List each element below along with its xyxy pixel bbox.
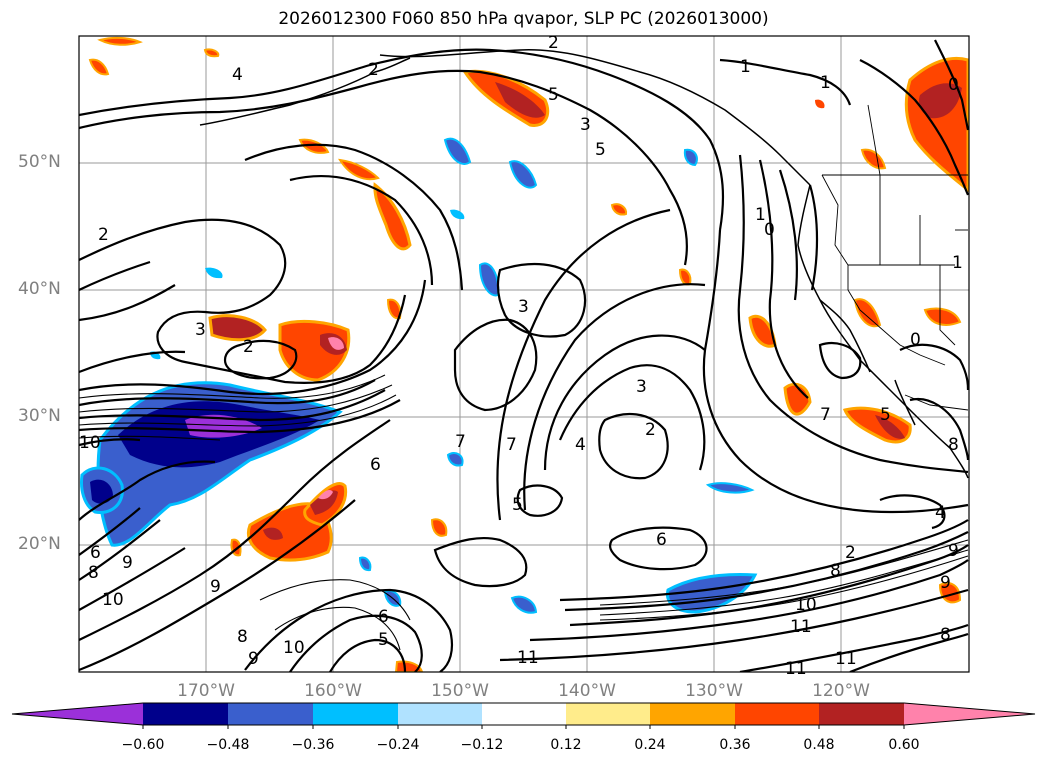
colorbar-segment — [735, 703, 819, 725]
contour-label: 8 — [88, 563, 99, 583]
latitude-label: 50°N — [18, 152, 61, 172]
latitude-label: 20°N — [18, 534, 61, 554]
contour-label: 1 — [952, 253, 963, 273]
colorbar-tick-label: −0.60 — [121, 737, 165, 753]
contour-label: 7 — [506, 435, 517, 455]
contour-label: 4 — [575, 435, 586, 455]
contour-label: 4 — [935, 503, 946, 523]
contour-label: 7 — [820, 405, 831, 425]
contour-label: 5 — [595, 140, 606, 160]
contour-label: 9 — [248, 649, 259, 669]
contour-label: 3 — [518, 297, 529, 317]
colorbar — [11, 702, 1036, 729]
contour-label: 0 — [764, 220, 775, 240]
colorbar-segment — [313, 703, 398, 725]
colorbar-tick-label: 0.36 — [719, 737, 751, 753]
colorbar-segment — [650, 703, 735, 725]
colorbar-segment — [398, 703, 482, 725]
contour-label: 1 — [820, 73, 831, 93]
contour-label: 6 — [90, 543, 101, 563]
contour-label: 11 — [785, 659, 807, 679]
contour-label: 2 — [98, 225, 109, 245]
colorbar-tick-marks — [142, 725, 905, 729]
contour-label: 9 — [948, 541, 959, 561]
contour-label: 10 — [795, 595, 817, 615]
longitude-label: 120°W — [812, 681, 870, 701]
contour-label: 11 — [517, 648, 539, 668]
colorbar-tick-label: −0.36 — [291, 737, 335, 753]
contour-label: 2 — [645, 420, 656, 440]
plot-frame — [78, 35, 970, 673]
contour-label: 10 — [283, 638, 305, 658]
colorbar-segment — [482, 703, 566, 725]
contour-label: 10 — [102, 590, 124, 610]
contour-label: 3 — [580, 115, 591, 135]
colorbar-tick-label: 0.60 — [888, 737, 920, 753]
contour-label: 5 — [512, 495, 523, 515]
colorbar-segment — [143, 703, 228, 725]
contour-label: 6 — [378, 607, 389, 627]
colorbar-extend-max — [904, 703, 1035, 725]
contour-label: 6 — [370, 455, 381, 475]
colorbar-tick-label: 0.12 — [550, 737, 582, 753]
contour-label: 1 — [755, 205, 766, 225]
longitude-label: 160°W — [304, 681, 362, 701]
longitude-label: 140°W — [558, 681, 616, 701]
contour-label: 8 — [940, 625, 951, 645]
map-title: 2026012300 F060 850 hPa qvapor, SLP PC (… — [278, 9, 769, 29]
contour-label: 0 — [948, 75, 959, 95]
longitude-label: 170°W — [177, 681, 235, 701]
slp-contours — [79, 39, 969, 672]
contour-label: 2 — [548, 33, 559, 53]
contour-label: 8 — [830, 561, 841, 581]
colorbar-segment — [566, 703, 650, 725]
colorbar-tick-label: −0.24 — [376, 737, 420, 753]
contour-label: 9 — [122, 553, 133, 573]
slp-contours-thin — [79, 374, 969, 651]
contour-label: 1 — [740, 57, 751, 77]
contour-label: 8 — [237, 627, 248, 647]
contour-label: 0 — [910, 330, 921, 350]
contour-label: 3 — [636, 377, 647, 397]
contour-label: 5 — [378, 630, 389, 650]
colorbar-segment — [819, 703, 904, 725]
latitude-label: 40°N — [18, 279, 61, 299]
contour-labels: 2 4 5 5 2 3 2 3 6 10 6 8 9 10 9 8 9 6 5 … — [79, 33, 963, 679]
contour-label: 2 — [845, 543, 856, 563]
colorbar-tick-label: 0.48 — [803, 737, 835, 753]
contour-label: 2 — [243, 337, 254, 357]
colorbar-segment — [228, 703, 313, 725]
contour-label: 8 — [948, 435, 959, 455]
contour-label: 4 — [232, 65, 243, 85]
contour-label: 6 — [656, 530, 667, 550]
colorbar-tick-label: −0.48 — [206, 737, 250, 753]
colorbar-extend-min — [12, 703, 143, 725]
contour-label: 10 — [79, 433, 101, 453]
contour-label: 5 — [548, 85, 559, 105]
contour-label: 9 — [210, 577, 221, 597]
longitude-label: 150°W — [431, 681, 489, 701]
contour-label: 11 — [835, 649, 857, 669]
contour-label: 2 — [368, 60, 379, 80]
longitude-label: 130°W — [685, 681, 743, 701]
contour-label: 11 — [790, 617, 812, 637]
colorbar-tick-label: −0.12 — [460, 737, 504, 753]
contour-label: 7 — [455, 432, 466, 452]
contour-label: 3 — [195, 320, 206, 340]
latitude-label: 30°N — [18, 406, 61, 426]
contour-label: 5 — [880, 405, 891, 425]
coastline — [199, 49, 969, 479]
colorbar-tick-label: 0.24 — [634, 737, 666, 753]
contour-label: 9 — [940, 573, 951, 593]
